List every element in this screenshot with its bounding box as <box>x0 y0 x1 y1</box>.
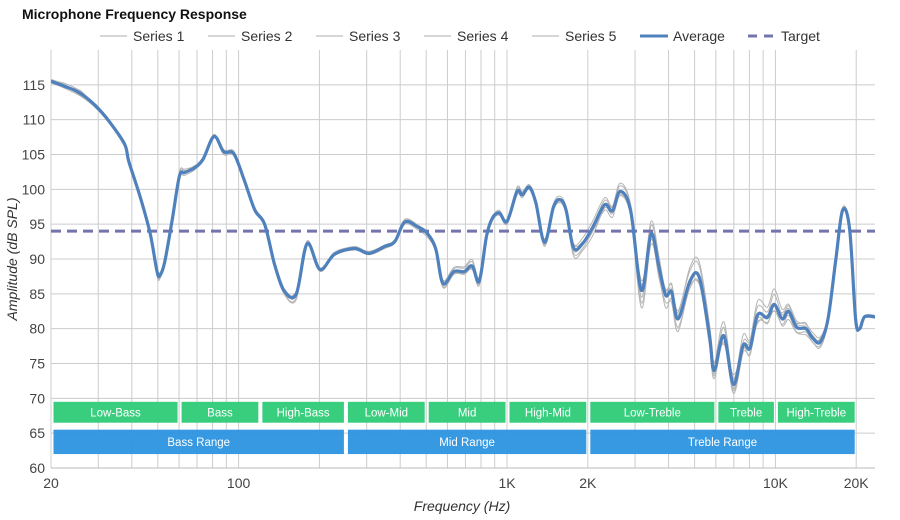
legend-label: Series 5 <box>565 28 617 44</box>
band-label: Bass <box>207 407 233 419</box>
band-label: High-Bass <box>277 407 330 419</box>
series-line-series-5 <box>51 79 875 376</box>
band-high-mid <box>509 401 587 423</box>
y-tick-label: 115 <box>23 77 46 93</box>
legend-label: Series 4 <box>457 28 509 44</box>
legend-item-series-4: Series 4 <box>424 28 509 44</box>
band-label: Treble <box>730 407 762 419</box>
chart-title: Microphone Frequency Response <box>22 6 247 22</box>
x-tick-label: 100 <box>227 475 251 491</box>
band-treble-range <box>590 429 855 455</box>
x-tick-label: 20K <box>844 475 870 491</box>
y-axis-label: Amplitude (dB SPL) <box>4 198 20 322</box>
x-tick-label: 10K <box>763 475 789 491</box>
band-treble <box>718 401 774 423</box>
y-tick-label: 70 <box>29 390 45 406</box>
y-tick-label: 65 <box>29 425 45 441</box>
band-mid-range <box>347 429 587 455</box>
y-tick-label: 110 <box>23 112 46 128</box>
band-label: Treble Range <box>688 437 757 449</box>
legend-item-target: Target <box>748 28 820 44</box>
band-label: High-Mid <box>525 407 571 419</box>
y-tick-label: 90 <box>29 251 45 267</box>
average-line <box>51 79 875 387</box>
x-axis-label: Frequency (Hz) <box>414 498 510 514</box>
legend-item-series-5: Series 5 <box>532 28 617 44</box>
band-label: Bass Range <box>167 437 230 449</box>
band-label: Mid Range <box>439 437 495 449</box>
legend-item-series-1: Series 1 <box>100 28 185 44</box>
legend-label: Target <box>781 28 820 44</box>
x-axis-ticks: 20 100 1K 2K 10K 20K <box>43 475 869 491</box>
band-label: Low-Treble <box>624 407 681 419</box>
band-label: Low-Mid <box>365 407 408 419</box>
legend: Series 1 Series 2 Series 3 Series 4 Series 5… <box>100 28 820 44</box>
band-low-treble <box>590 401 715 423</box>
y-tick-label: 105 <box>22 147 46 163</box>
legend-label: Average <box>673 28 725 44</box>
legend-label: Series 3 <box>349 28 401 44</box>
y-tick-label: 80 <box>29 321 45 337</box>
y-tick-label: 95 <box>29 216 45 232</box>
band-high-treble <box>777 401 855 423</box>
band-label: Mid <box>458 407 477 419</box>
range-bands: Low-Bass Bass High-Bass Low-Mid Mid High-Mid L… <box>53 401 855 455</box>
band-bass <box>181 401 259 423</box>
band-high-bass <box>262 401 344 423</box>
y-tick-label: 75 <box>29 356 45 372</box>
y-tick-label: 100 <box>22 181 46 197</box>
average-line-group <box>51 79 875 387</box>
y-tick-label: 85 <box>29 286 45 302</box>
grid <box>50 50 875 469</box>
legend-item-series-3: Series 3 <box>316 28 401 44</box>
legend-label: Series 2 <box>241 28 293 44</box>
band-bass-range <box>53 429 344 455</box>
legend-item-average: Average <box>640 28 725 44</box>
y-axis-ticks: 60 65 70 75 80 85 90 95 100 105 110 115 <box>22 77 46 476</box>
legend-label: Series 1 <box>133 28 185 44</box>
x-tick-label: 2K <box>579 475 597 491</box>
x-tick-label: 20 <box>43 475 59 491</box>
y-tick-label: 60 <box>29 460 45 476</box>
band-label: Low-Bass <box>90 407 141 419</box>
band-low-bass <box>53 401 178 423</box>
series-line-series-3 <box>51 80 875 380</box>
band-label: High-Treble <box>786 407 846 419</box>
x-tick-label: 1K <box>498 475 516 491</box>
legend-item-series-2: Series 2 <box>208 28 293 44</box>
band-mid <box>428 401 506 423</box>
band-low-mid <box>347 401 425 423</box>
